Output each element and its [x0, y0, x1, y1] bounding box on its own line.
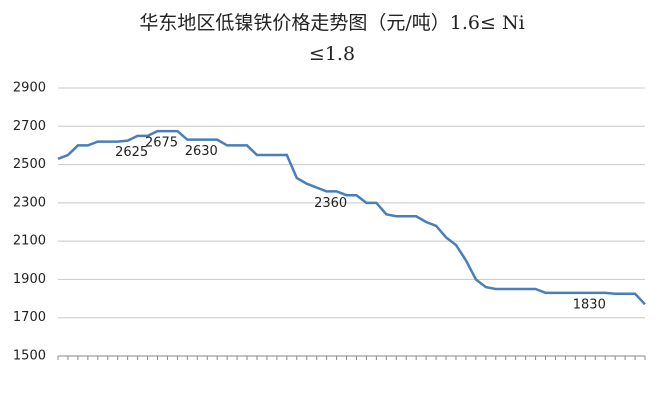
y-tick-label: 2900	[13, 81, 46, 96]
y-tick-label: 1500	[13, 349, 46, 364]
data-label: 1830	[573, 297, 606, 312]
chart-title: 华东地区低镍铁价格走势图（元/吨）1.6≤ Ni	[139, 12, 524, 34]
y-tick-label: 2500	[13, 157, 46, 172]
data-label: 2675	[145, 136, 178, 151]
data-label: 2630	[185, 144, 218, 159]
y-tick-label: 2100	[13, 234, 46, 249]
y-tick-label: 2700	[13, 119, 46, 134]
chart-title: ≤1.8	[309, 43, 355, 65]
y-tick-label: 1700	[13, 310, 46, 325]
data-label: 2360	[314, 196, 347, 211]
y-tick-label: 1900	[13, 272, 46, 287]
y-tick-label: 2300	[13, 195, 46, 210]
data-label: 2625	[115, 145, 148, 160]
line-series	[57, 129, 646, 306]
